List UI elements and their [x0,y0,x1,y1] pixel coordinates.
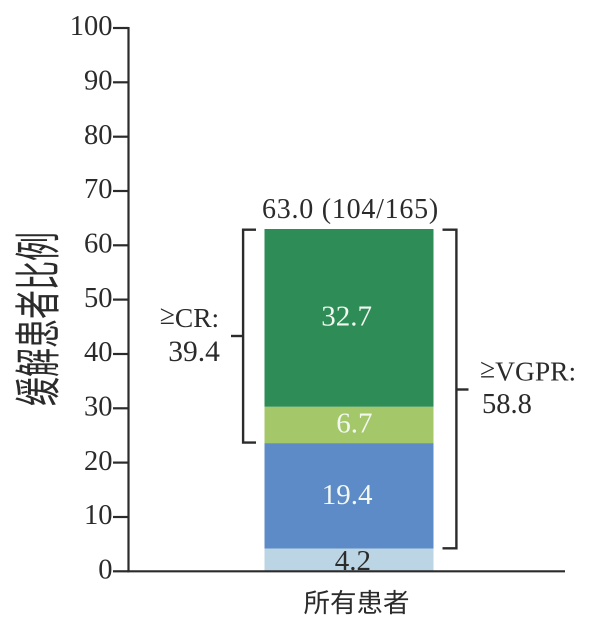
svg-text:50: 50 [84,283,113,314]
svg-text:20: 20 [84,446,113,477]
svg-text:32.7: 32.7 [321,301,372,333]
svg-text:10: 10 [84,500,113,531]
svg-text:6.7: 6.7 [336,408,372,440]
svg-text:80: 80 [84,120,113,151]
svg-text:100: 100 [70,11,113,42]
svg-text:0: 0 [98,555,112,586]
svg-text:90: 90 [84,66,113,97]
svg-text:≥VGPR:: ≥VGPR: [480,353,576,387]
svg-text:70: 70 [84,174,113,205]
svg-text:39.4: 39.4 [168,336,220,368]
svg-text:40: 40 [84,337,113,368]
svg-text:58.8: 58.8 [482,389,532,420]
svg-text:60: 60 [84,229,113,260]
svg-text:≥CR:: ≥CR: [160,299,219,333]
svg-text:30: 30 [84,392,113,423]
svg-text:4.2: 4.2 [335,545,371,577]
svg-text:63.0 (104/165): 63.0 (104/165) [262,194,439,225]
svg-text:19.4: 19.4 [322,479,373,511]
